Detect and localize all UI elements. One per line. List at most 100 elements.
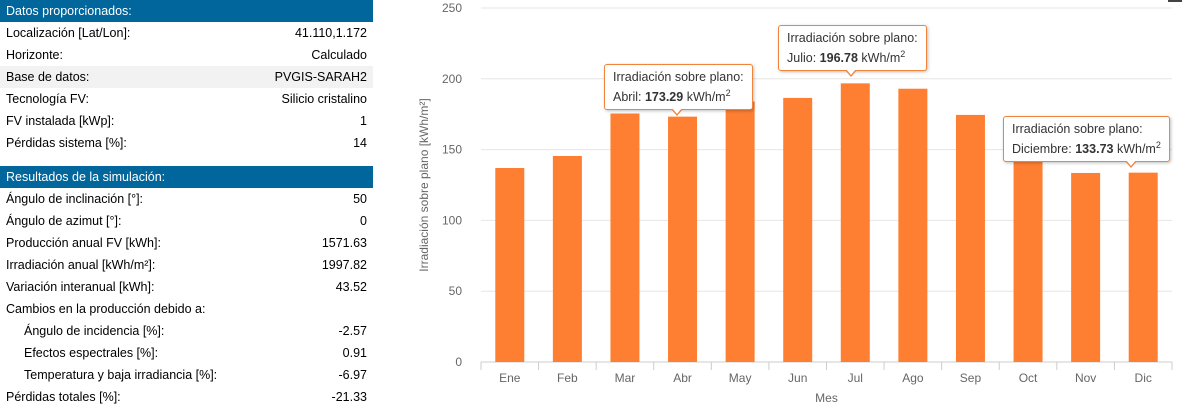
tooltip: Irradiación sobre plano: Abril: 173.29 kW… xyxy=(604,64,753,117)
tooltip-unit: kWh/m xyxy=(686,90,726,105)
table-row: Pérdidas sistema [%]: 14 xyxy=(0,132,373,154)
row-label: Ángulo de inclinación [°]: xyxy=(6,192,144,206)
row-label: Cambios en la producción debido a: xyxy=(6,302,206,316)
tooltip: Irradiación sobre plano: Diciembre: 133.7… xyxy=(1003,116,1170,169)
row-value: -6.97 xyxy=(338,368,368,382)
table-row: Producción anual FV [kWh]: 1571.63 xyxy=(0,232,373,254)
bar xyxy=(783,97,813,362)
tooltip-unit-exponent: 2 xyxy=(1155,140,1161,150)
row-label: Pérdidas totales [%]: xyxy=(6,390,121,404)
results-header: Resultados de la simulación: xyxy=(0,166,373,188)
tooltip-title: Irradiación sobre plano: xyxy=(787,31,918,45)
inputs-table: Localización [Lat/Lon]: 41.110,1.172 Horiz… xyxy=(0,22,373,154)
tooltip-month: Abril: xyxy=(613,90,642,105)
tooltip-value: Julio: 196.78 kWh/m2 xyxy=(787,46,918,66)
tooltip-number: 173.29 xyxy=(644,90,684,105)
monthly-irradiation-chart: 0 50 100 150 200 250 Ene Feb Mar Abr May Jun Jul Ago S… xyxy=(417,1,1173,405)
row-label: Producción anual FV [kWh]: xyxy=(6,236,161,250)
y-tick-label: 50 xyxy=(449,284,463,298)
inputs-header: Datos proporcionados: xyxy=(0,0,373,22)
tooltip-title: Irradiación sobre plano: xyxy=(613,70,744,84)
row-label: FV instalada [kWp]: xyxy=(6,114,115,128)
y-tick-label: 250 xyxy=(442,1,462,15)
row-value: 0.91 xyxy=(342,346,367,360)
bar xyxy=(1013,152,1043,362)
row-value: 0 xyxy=(360,214,367,228)
x-tick-label: Jun xyxy=(788,371,807,385)
row-value: 1997.82 xyxy=(321,258,367,272)
row-label: Temperatura y baja irradiancia [%]: xyxy=(24,368,218,382)
bar xyxy=(1071,172,1101,362)
tooltip-unit: kWh/m xyxy=(861,51,901,66)
row-value: 1 xyxy=(360,114,367,128)
row-value: 14 xyxy=(353,136,367,150)
table-row: Localización [Lat/Lon]: 41.110,1.172 xyxy=(0,22,373,44)
row-label: Base de datos: xyxy=(6,70,90,84)
tooltip-value: Abril: 173.29 kWh/m2 xyxy=(613,85,744,105)
chart-area: 0 50 100 150 200 250 Ene Feb Mar Abr May Jun Jul Ago S… xyxy=(380,0,1200,408)
x-tick-label: Abr xyxy=(673,371,692,385)
row-value: 41.110,1.172 xyxy=(294,26,367,40)
x-tick-label: Feb xyxy=(557,371,578,385)
results-table: Ángulo de inclinación [°]: 50 Ángulo de az… xyxy=(0,188,373,408)
row-label: Pérdidas sistema [%]: xyxy=(6,136,127,150)
table-row: Ángulo de azimut [°]: 0 xyxy=(0,210,373,232)
row-label: Tecnología FV: xyxy=(6,92,89,106)
row-value: 1571.63 xyxy=(321,236,367,250)
table-row: Ángulo de incidencia [%]: -2.57 xyxy=(0,320,373,342)
table-row: Irradiación anual [kWh/m²]: 1997.82 xyxy=(0,254,373,276)
bar xyxy=(1128,172,1158,362)
table-row: Horizonte: Calculado xyxy=(0,44,373,66)
tooltip-title: Irradiación sobre plano: xyxy=(1012,122,1143,136)
x-tick-label: Jul xyxy=(848,371,863,385)
tooltip-number: 196.78 xyxy=(819,51,858,66)
tooltip-unit-exponent: 2 xyxy=(725,88,731,98)
row-label: Variación interanual [kWh]: xyxy=(6,280,155,294)
row-label: Irradiación anual [kWh/m²]: xyxy=(6,258,156,272)
x-tick-label: Ene xyxy=(499,371,521,385)
x-tick-label: Sep xyxy=(960,371,982,385)
y-axis-title: Irradiación sobre plano [kWh/m²] xyxy=(417,98,431,271)
table-row: Cambios en la producción debido a: xyxy=(0,298,373,320)
bar xyxy=(840,83,870,362)
bar xyxy=(495,168,525,362)
row-value: -21.33 xyxy=(331,390,367,404)
row-value: -2.57 xyxy=(338,324,368,338)
table-row: Pérdidas totales [%]: -21.33 xyxy=(0,386,373,408)
tooltip-month: Diciembre: xyxy=(1012,142,1072,157)
row-value: Calculado xyxy=(311,48,367,62)
table-row: Base de datos: PVGIS-SARAH2 xyxy=(0,66,373,88)
row-value: PVGIS-SARAH2 xyxy=(274,70,367,84)
row-value: Silicio cristalino xyxy=(281,92,367,106)
row-value: 50 xyxy=(353,192,367,206)
row-label: Efectos espectrales [%]: xyxy=(24,346,159,360)
y-tick-label: 150 xyxy=(442,143,462,157)
bar xyxy=(725,101,755,363)
row-value: 43.52 xyxy=(335,280,367,294)
bar xyxy=(898,88,928,362)
x-tick-label: Dic xyxy=(1135,371,1152,385)
tooltip-unit: kWh/m xyxy=(1116,142,1156,157)
x-tick-label: Nov xyxy=(1075,371,1096,385)
menu-icon[interactable] xyxy=(1168,0,1182,2)
table-row: Temperatura y baja irradiancia [%]: -6.97 xyxy=(0,364,373,386)
x-tick-label: Ago xyxy=(902,371,924,385)
data-panel: Datos proporcionados: Localización [Lat/… xyxy=(0,0,373,408)
row-label: Ángulo de incidencia [%]: xyxy=(24,324,165,338)
row-label: Localización [Lat/Lon]: xyxy=(6,26,131,40)
x-tick-label: Oct xyxy=(1019,371,1038,385)
y-tick-label: 100 xyxy=(442,213,462,227)
x-tick-label: Mar xyxy=(615,371,636,385)
table-row: Tecnología FV: Silicio cristalino xyxy=(0,88,373,110)
table-row: Efectos espectrales [%]: 0.91 xyxy=(0,342,373,364)
row-label: Ángulo de azimut [°]: xyxy=(6,214,122,228)
bar xyxy=(668,116,698,362)
tooltip-number: 133.73 xyxy=(1075,142,1114,157)
bar xyxy=(955,114,985,363)
table-row: Ángulo de inclinación [°]: 50 xyxy=(0,188,373,210)
tooltip-unit-exponent: 2 xyxy=(900,49,906,59)
tooltip: Irradiación sobre plano: Julio: 196.78 kW… xyxy=(778,25,927,78)
tooltip-month: Julio: xyxy=(787,51,817,66)
x-tick-label: May xyxy=(729,371,752,385)
bar xyxy=(552,155,582,362)
